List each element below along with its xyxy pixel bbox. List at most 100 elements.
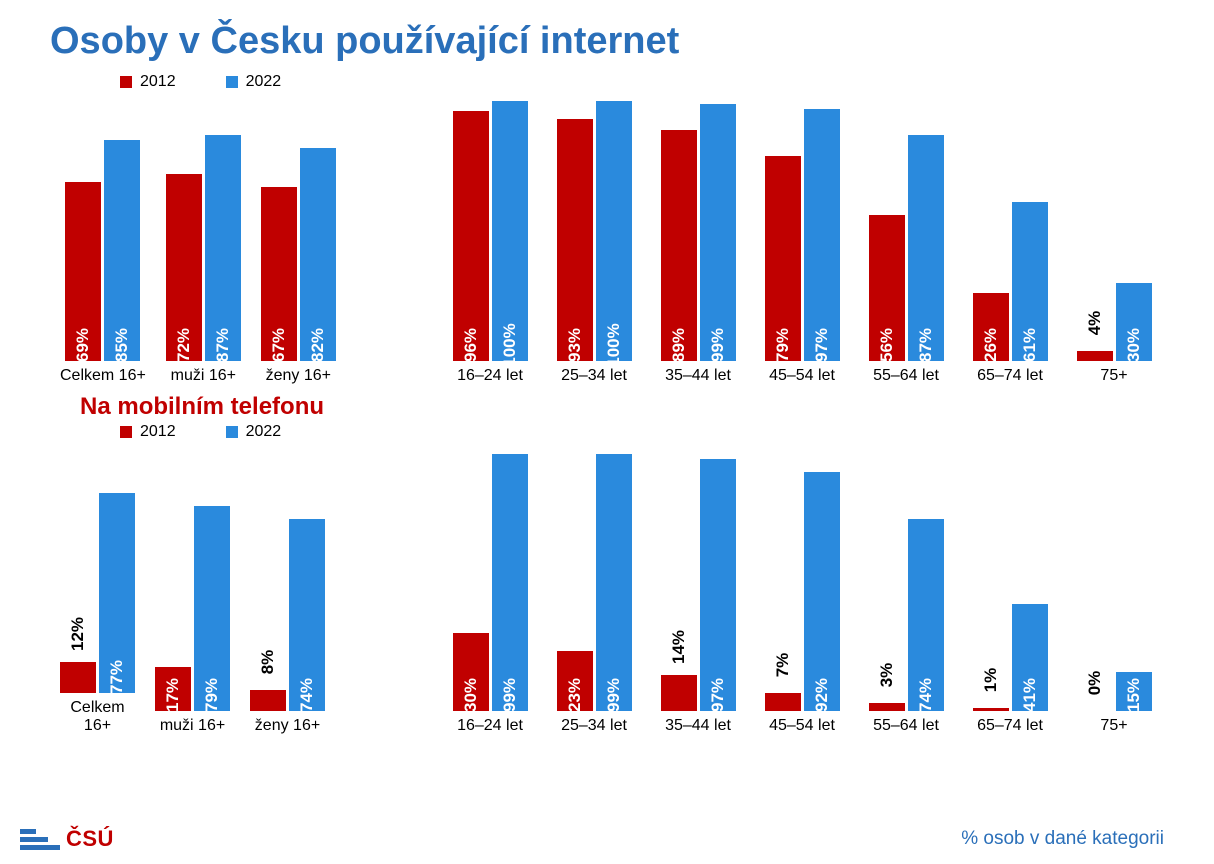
bar-value-label: 97% xyxy=(708,678,728,712)
category-label: ženy 16+ xyxy=(255,717,320,735)
bar-2012: 14% xyxy=(661,675,697,711)
bar-group: 67%82%ženy 16+ xyxy=(261,101,336,385)
chart-title: Osoby v Česku používající internet xyxy=(50,20,1164,63)
bar-value-label: 79% xyxy=(202,678,222,712)
bar-value-label: 67% xyxy=(269,328,289,362)
bar-value-label: 87% xyxy=(916,328,936,362)
bar-group: 1% 41% 65–74 let xyxy=(973,451,1048,735)
bar-value-label: 87% xyxy=(213,328,233,362)
bar-value-label: 41% xyxy=(1020,678,1040,712)
footer-note: % osob v dané kategorii xyxy=(961,828,1164,850)
category-label: 16–24 let xyxy=(457,717,523,735)
category-label: 35–44 let xyxy=(665,717,731,735)
bar-value-label: 74% xyxy=(297,678,317,712)
bar-group: 12% 77% Celkem 16+ xyxy=(60,433,135,735)
category-label: 25–34 let xyxy=(561,717,627,735)
bar-2012: 67% xyxy=(261,187,297,361)
bar-2012: 8% xyxy=(250,690,286,711)
bar-value-label: 17% xyxy=(163,678,183,712)
legend-swatch-2022 xyxy=(226,76,238,88)
chart2-right-panel: 30%99%16–24 let23%99%25–34 let14%97%35–4… xyxy=(440,445,1164,735)
bar-2012: 3% xyxy=(869,703,905,711)
bar-2022: 100% xyxy=(596,101,632,361)
category-label: 65–74 let xyxy=(977,367,1043,385)
chart1-left-panel: 69%85%Celkem 16+72%87%muži 16+67%82%ženy… xyxy=(50,95,440,385)
category-label: 45–54 let xyxy=(769,717,835,735)
bar-value-label: 96% xyxy=(461,328,481,362)
bar-2022: 41% xyxy=(1012,604,1048,711)
category-label: 55–64 let xyxy=(873,717,939,735)
category-label: Celkem 16+ xyxy=(63,699,133,735)
bar-value-label: 92% xyxy=(812,678,832,712)
bar-value-label: 77% xyxy=(107,660,127,694)
category-label: 35–44 let xyxy=(665,367,731,385)
bar-2022: 79% xyxy=(194,506,230,711)
bar-value-label: 99% xyxy=(708,328,728,362)
bar-value-label: 85% xyxy=(112,328,132,362)
bar-2022: 30% xyxy=(1116,283,1152,361)
bar-value-label: 1% xyxy=(981,668,1001,693)
category-label: Celkem 16+ xyxy=(60,367,146,385)
category-label: 75+ xyxy=(1100,717,1127,735)
bar-value-label: 79% xyxy=(773,328,793,362)
legend-label-2012: 2012 xyxy=(140,73,176,91)
bar-2022: 85% xyxy=(104,140,140,361)
chart1-row: 69%85%Celkem 16+72%87%muži 16+67%82%ženy… xyxy=(50,95,1164,385)
bar-value-label: 61% xyxy=(1020,328,1040,362)
bar-2012: 26% xyxy=(973,293,1009,361)
legend-swatch-2012 xyxy=(120,76,132,88)
bar-2012: 23% xyxy=(557,651,593,711)
bar-value-label: 100% xyxy=(500,323,520,366)
bar-value-label: 89% xyxy=(669,328,689,362)
bar-2012: 30% xyxy=(453,633,489,711)
bar-2012: 56% xyxy=(869,215,905,361)
bar-value-label: 8% xyxy=(258,650,278,675)
bar-group: 3%74%55–64 let xyxy=(869,451,944,735)
csu-logo: ČSÚ xyxy=(20,826,114,852)
legend-swatch2-2022 xyxy=(226,426,238,438)
bar-group: 17% 79% muži 16+ xyxy=(155,451,230,735)
bar-group: 0% 15% 75+ xyxy=(1077,451,1152,735)
bar-value-label: 56% xyxy=(877,328,897,362)
bar-2012: 7% xyxy=(765,693,801,711)
bar-group: 8% 74% ženy 16+ xyxy=(250,451,325,735)
bar-2022: 77% xyxy=(99,493,135,693)
legend-label2-2022: 2022 xyxy=(246,423,282,441)
chart1-right-panel: 96%100%16–24 let93%100%25–34 let89%99%35… xyxy=(440,95,1164,385)
bar-2022: 61% xyxy=(1012,202,1048,361)
legend-item2-2022: 2022 xyxy=(226,423,282,441)
bar-group: 69%85%Celkem 16+ xyxy=(60,101,146,385)
bar-2022: 74% xyxy=(289,519,325,711)
legend-label2-2012: 2012 xyxy=(140,423,176,441)
category-label: 16–24 let xyxy=(457,367,523,385)
bar-2022: 97% xyxy=(700,459,736,711)
bar-group: 30%99% 16–24 let xyxy=(453,451,528,735)
bar-group: 23% 99% 25–34 let xyxy=(557,451,632,735)
category-label: muži 16+ xyxy=(160,717,225,735)
bar-value-label: 7% xyxy=(773,653,793,678)
bar-value-label: 100% xyxy=(604,323,624,366)
category-label: 25–34 let xyxy=(561,367,627,385)
logo-text: ČSÚ xyxy=(66,826,114,852)
bar-2022: 87% xyxy=(205,135,241,361)
chart-subtitle: Na mobilním telefonu xyxy=(80,393,1164,421)
bar-2012: 4% xyxy=(1077,351,1113,361)
bar-2012: 89% xyxy=(661,130,697,361)
bar-value-label: 99% xyxy=(604,678,624,712)
bar-2022: 100% xyxy=(492,101,528,361)
bar-2012: 93% xyxy=(557,119,593,361)
bar-value-label: 4% xyxy=(1085,310,1105,335)
bar-value-label: 0% xyxy=(1085,671,1105,696)
bar-2012: 1% xyxy=(973,708,1009,711)
bar-value-label: 72% xyxy=(174,328,194,362)
category-label: 65–74 let xyxy=(977,717,1043,735)
bar-value-label: 15% xyxy=(1124,678,1144,712)
bar-value-label: 12% xyxy=(68,617,88,651)
category-label: 75+ xyxy=(1100,367,1127,385)
bar-2022: 99% xyxy=(596,454,632,711)
bar-2022: 82% xyxy=(300,148,336,361)
bar-2022: 99% xyxy=(492,454,528,711)
bar-2012: 79% xyxy=(765,156,801,361)
bar-value-label: 97% xyxy=(812,328,832,362)
bar-group: 14% 97% 35–44 let xyxy=(661,451,736,735)
